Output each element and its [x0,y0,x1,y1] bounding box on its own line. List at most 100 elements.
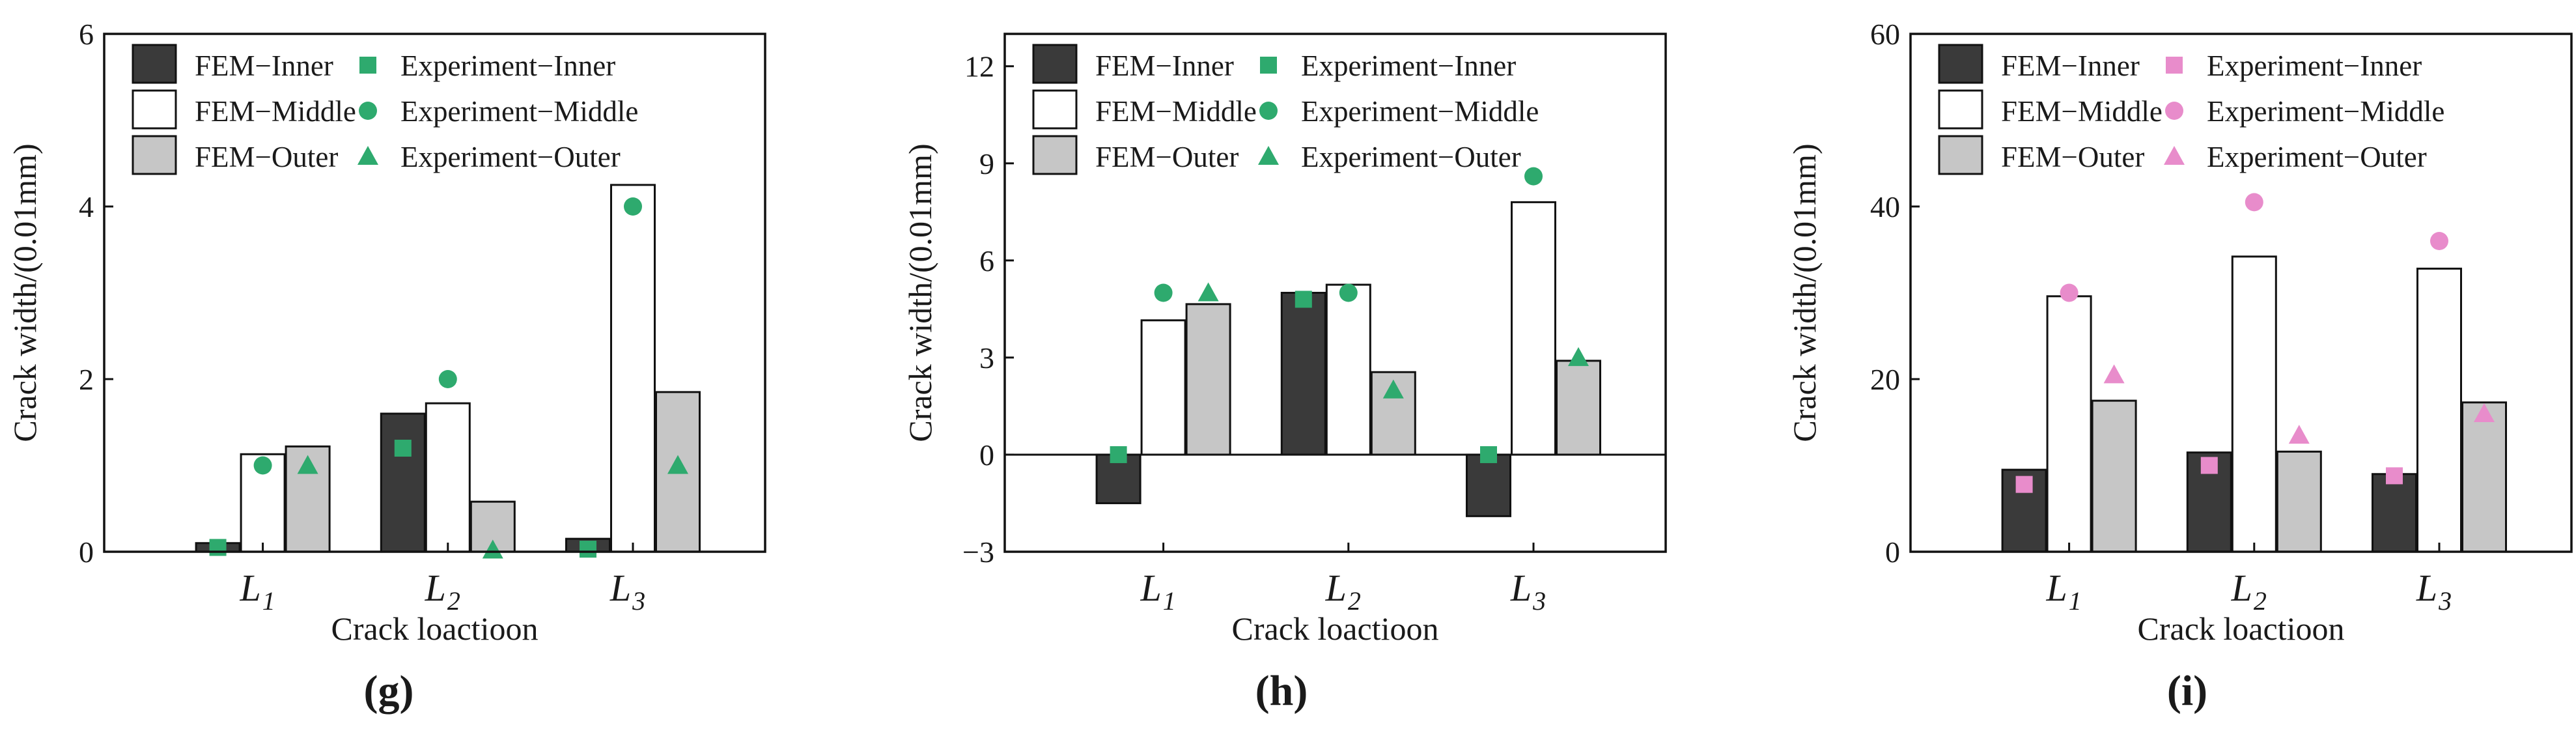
x-tick-label-l2: L2 [1325,567,1361,616]
legend-marker-experiment-middle [359,102,377,120]
y-tick-label: 12 [964,50,994,83]
marker-experiment-middle-l1 [1154,283,1173,302]
y-tick-label: 60 [1870,18,1900,51]
marker-experiment-inner-l1 [209,539,227,556]
legend-swatch-fem-inner [1938,44,1983,84]
bar-fem-inner-l1 [1095,453,1141,504]
marker-experiment-middle-l3 [2430,232,2448,250]
legend-label: FEM−Outer [195,141,338,173]
marker-experiment-middle-l2 [1339,283,1358,302]
panel-label: (h) [1255,667,1308,715]
y-tick-label: 9 [979,147,994,180]
bar-fem-middle-l2 [425,402,471,553]
legend-label: FEM−Inner [195,50,333,82]
bar-fem-outer-l2 [2276,450,2322,553]
bar-fem-middle-l2 [2231,255,2277,553]
plot-frame [103,33,766,553]
legend-marker-experiment-middle [1259,102,1278,120]
bar-fem-outer-l1 [1185,303,1231,456]
bar-fem-outer-l1 [2091,399,2137,553]
marker-experiment-inner-l3 [580,541,596,558]
bar-fem-middle-l1 [1140,319,1186,456]
y-tick-label: 2 [79,363,94,396]
legend-label: FEM−Middle [2001,95,2163,128]
legend-swatch-fem-inner [132,44,177,84]
bar-fem-outer-l3 [2461,401,2507,553]
bar-fem-outer-l3 [1556,360,1601,456]
y-tick-label: 40 [1870,190,1900,223]
legend-marker-experiment-inner [359,57,376,74]
marker-experiment-outer-l3 [2474,403,2495,422]
legend-marker-experiment-inner [1260,57,1277,74]
marker-experiment-outer-l3 [1568,347,1589,366]
marker-experiment-outer-l1 [2103,364,2125,384]
legend-marker-experiment-middle [2165,102,2183,120]
y-tick-label: 0 [979,438,994,472]
marker-experiment-inner-l1 [1110,446,1127,463]
legend-swatch-fem-outer [1032,135,1078,175]
chart-panel-g: 0 2 4 6 L1 L2 L3 Crack loactioon Crack width/(0.… [7,18,766,715]
marker-experiment-middle-l2 [2245,193,2263,212]
x-axis-title: Crack loactioon [1232,610,1439,647]
chart-panel-h: −3 0 3 6 9 12 L1 L2 L3 Crack loactioon Crack width… [902,33,1667,715]
legend-swatch-fem-middle [132,89,177,130]
legend-marker-experiment-outer [1258,146,1279,165]
legend-label: Experiment−Outer [400,141,621,173]
panel-label: (i) [2167,667,2207,715]
legend-swatch-fem-outer [1938,135,1983,175]
panel-label: (g) [364,667,414,715]
legend-swatch-fem-outer [132,135,177,175]
bar-fem-middle-l1 [2046,295,2092,553]
legend-label: Experiment−Inner [1301,50,1516,82]
x-axis-title: Crack loactioon [331,610,539,647]
x-tick-label-l3: L3 [609,567,645,616]
marker-experiment-middle-l3 [1524,167,1543,186]
y-axis-title: Crack width/(0.01mm) [1786,143,1823,442]
legend-label: Experiment−Inner [2207,50,2422,82]
legend-swatch-fem-middle [1938,89,1983,130]
marker-experiment-middle-l1 [253,456,272,475]
y-tick-label: 3 [979,341,994,375]
marker-experiment-inner-l3 [2386,467,2403,485]
marker-experiment-inner-l2 [1295,291,1312,308]
x-axis-title: Crack loactioon [2138,610,2345,647]
bar-fem-middle-l3 [610,184,656,553]
legend-label: Experiment−Middle [400,95,638,128]
x-tick-label-l1: L1 [2045,567,2081,616]
marker-experiment-middle-l2 [438,370,457,388]
legend-label: FEM−Outer [1095,141,1239,173]
y-tick-label: 20 [1870,363,1900,396]
plot-frame [1003,33,1667,553]
marker-experiment-inner-l3 [1480,446,1497,463]
marker-experiment-middle-l1 [2060,283,2079,302]
legend-label: Experiment−Outer [2207,141,2427,173]
x-tick-label-l1: L1 [239,567,275,616]
marker-experiment-outer-l2 [1382,379,1404,399]
legend-label: FEM−Outer [2001,141,2144,173]
y-tick-label: 6 [979,244,994,278]
bar-fem-middle-l3 [2416,267,2462,553]
x-tick-label-l2: L2 [2231,567,2267,616]
legend-label: FEM−Middle [1095,95,1257,128]
bar-fem-inner-l2 [380,412,426,553]
legend-label: FEM−Middle [195,95,356,128]
marker-experiment-inner-l1 [2015,476,2033,493]
marker-experiment-outer-l3 [667,455,688,474]
marker-experiment-outer-l1 [297,455,318,474]
legend-marker-experiment-inner [2166,57,2183,74]
legend-label: Experiment−Middle [2207,95,2444,128]
y-tick-label: 4 [79,190,94,223]
y-tick-label: 6 [79,18,94,51]
bar-fem-inner-l3 [2372,473,2417,553]
legend-swatch-fem-middle [1032,89,1078,130]
marker-experiment-outer-l2 [2288,425,2310,444]
y-axis-title: Crack width/(0.01mm) [7,143,43,442]
x-tick-label-l3: L3 [1510,567,1546,616]
bar-fem-inner-l2 [1280,292,1326,456]
plot-frame [1909,33,2573,553]
legend-label: FEM−Inner [1095,50,1234,82]
y-axis-title: Crack width/(0.01mm) [902,143,938,442]
y-tick-label: −3 [962,535,994,569]
legend-label: Experiment−Outer [1301,141,1521,173]
